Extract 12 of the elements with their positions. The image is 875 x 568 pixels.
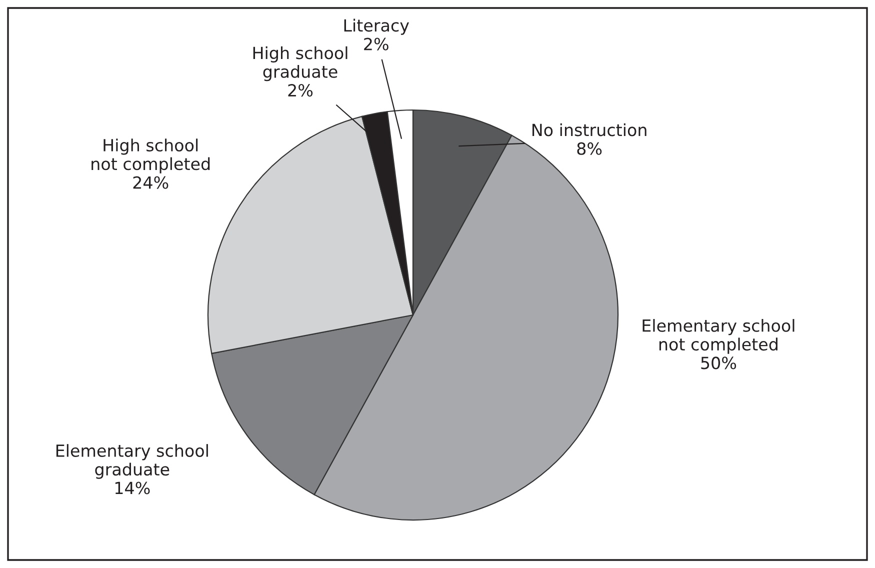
slice-label: High school not completed <box>92 138 210 174</box>
data-label: 2% <box>364 38 388 50</box>
data-label: 50% <box>701 356 736 370</box>
slice-label: High school graduate <box>253 46 348 82</box>
data-label: 24% <box>133 176 168 189</box>
slice-label: Elementary school graduate <box>56 444 208 479</box>
slice-label: No instruction <box>532 123 646 136</box>
data-label: 8% <box>577 142 602 155</box>
data-label: 2% <box>288 84 313 97</box>
slice-label: Elementary school not completed <box>642 319 794 354</box>
data-label: 14% <box>115 482 150 494</box>
slice-label: Literacy <box>344 18 409 35</box>
